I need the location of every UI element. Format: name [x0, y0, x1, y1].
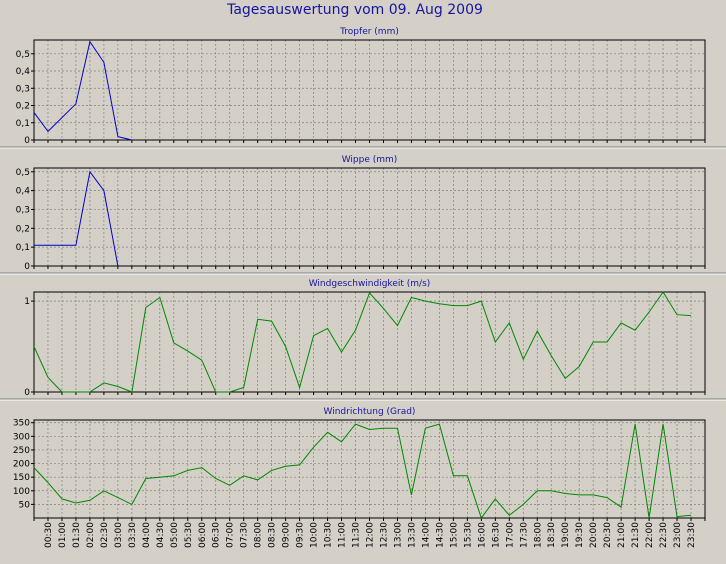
y-tick-label: 0: [24, 136, 30, 146]
x-tick-label: 15:00: [449, 522, 459, 548]
x-tick-label: 03:30: [128, 522, 138, 548]
chart-panel-4: Windrichtung (Grad) 50 100 150 200 250 300 350: [13, 407, 706, 521]
x-tick-label: 21:30: [631, 522, 641, 548]
x-tick-label: 07:30: [240, 522, 250, 548]
y-tick-label: 0,4: [16, 187, 31, 197]
chart-panel-1: Tropfer (mm) 0 0,1 0,2 0,3 0,4 0,5: [0, 27, 726, 149]
x-tick-label: 17:30: [519, 522, 529, 548]
x-tick-label: 18:00: [533, 522, 543, 548]
x-tick-label: 11:00: [338, 522, 348, 548]
x-tick-label: 09:30: [296, 522, 306, 548]
x-tick-label: 22:30: [659, 522, 669, 548]
y-tick-label: 0: [24, 388, 30, 398]
y-tick-label: 350: [13, 419, 30, 429]
x-tick-label: 01:00: [58, 522, 68, 548]
x-tick-label: 03:00: [114, 522, 124, 548]
y-tick-label: 100: [13, 487, 30, 497]
series-line: [33, 291, 692, 393]
y-tick-label: 200: [13, 460, 30, 470]
x-tick-label: 08:30: [268, 522, 278, 548]
chart-title: Tagesauswertung vom 09. Aug 2009: [226, 2, 483, 18]
y-tick-label: 0,3: [16, 205, 30, 215]
x-tick-label: 19:00: [561, 522, 571, 548]
series-line: [34, 170, 119, 267]
x-tick-label: 04:00: [142, 522, 152, 548]
x-tick-label: 14:00: [421, 522, 431, 548]
x-tick-label: 10:30: [324, 522, 334, 548]
x-tick-label: 21:00: [617, 522, 627, 548]
panel-title: Windgeschwindigkeit (m/s): [309, 279, 431, 289]
x-tick-label: 11:30: [352, 522, 362, 548]
y-tick-label: 0,2: [16, 102, 30, 112]
x-tick-label: 14:30: [435, 522, 445, 548]
x-tick-label: 13:00: [393, 522, 403, 548]
x-tick-label: 12:00: [366, 522, 376, 548]
x-tick-label: 06:00: [198, 522, 208, 548]
x-tick-label: 17:00: [505, 522, 515, 548]
y-tick-label: 0,5: [16, 50, 30, 60]
x-tick-label: 12:30: [379, 522, 389, 548]
x-tick-label: 10:00: [310, 522, 320, 548]
y-tick-label: 0,3: [16, 84, 30, 94]
y-tick-label: 300: [13, 432, 30, 442]
chart-panel-3: Windgeschwindigkeit (m/s) 0 1: [0, 279, 726, 401]
x-tick-label: 23:30: [687, 522, 697, 548]
x-tick-label: 22:00: [645, 522, 655, 548]
y-tick-label: 0: [24, 262, 30, 272]
x-tick-label: 04:30: [156, 522, 166, 548]
x-tick-label: 00:30: [44, 522, 54, 548]
panel-title: Tropfer (mm): [339, 27, 399, 37]
x-tick-label: 16:30: [491, 522, 501, 548]
y-tick-label: 50: [19, 500, 31, 510]
series-line: [33, 40, 133, 141]
x-tick-label: 08:00: [254, 522, 264, 548]
x-tick-label: 02:30: [100, 522, 110, 548]
y-tick-label: 250: [13, 446, 30, 456]
x-tick-label: 13:30: [407, 522, 417, 548]
x-tick-label: 01:30: [72, 522, 82, 548]
y-tick-label: 0,5: [16, 168, 30, 178]
y-tick-label: 0,1: [16, 119, 30, 129]
x-tick-label: 02:00: [86, 522, 96, 548]
x-tick-label: 23:00: [673, 522, 683, 548]
panel-title: Windrichtung (Grad): [324, 407, 416, 417]
y-tick-label: 1: [24, 297, 30, 307]
y-tick-label: 150: [13, 473, 30, 483]
x-tick-label: 20:00: [589, 522, 599, 548]
x-tick-label: 15:30: [463, 522, 473, 548]
x-tick-label: 07:00: [226, 522, 236, 548]
y-tick-label: 0,2: [16, 224, 30, 234]
y-tick-label: 0,4: [16, 67, 31, 77]
panel-title: Wippe (mm): [342, 155, 398, 165]
x-tick-label: 19:30: [575, 522, 585, 548]
x-tick-label: 09:00: [282, 522, 292, 548]
x-tick-label: 20:30: [603, 522, 613, 548]
x-tick-label: 05:30: [184, 522, 194, 548]
y-tick-label: 0,1: [16, 243, 30, 253]
chart-panel-2: Wippe (mm) 0 0,1 0,2 0,3 0,4 0,5: [0, 155, 726, 275]
series-line: [33, 423, 692, 520]
x-tick-label: 18:30: [547, 522, 557, 548]
x-tick-label: 05:00: [170, 522, 180, 548]
x-tick-label: 06:30: [212, 522, 222, 548]
x-tick-label: 16:00: [477, 522, 487, 548]
